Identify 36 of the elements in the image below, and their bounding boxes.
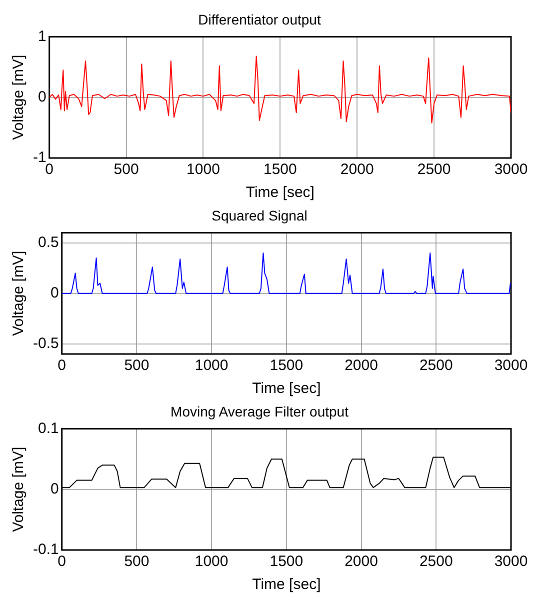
x-axis-title: Time [sec] [252,576,321,594]
x-tick-label: 3000 [494,553,528,570]
x-tick-label: 3000 [494,357,528,374]
x-tick-label: 2000 [344,357,378,374]
x-tick-label: 1000 [186,161,220,178]
y-tick-label: 0 [38,88,46,106]
x-tick-label: 1500 [270,357,304,374]
x-tick-label: 1500 [270,553,304,570]
x-tick-label: 3000 [494,161,528,178]
y-tick-label: -1 [32,149,46,166]
y-tick-label: 0.1 [38,420,59,437]
x-tick-label: 2500 [417,161,451,178]
x-tick-label: 1500 [263,161,297,178]
y-axis-title: Voltage [mV] [10,250,28,336]
x-tick-label: 2000 [344,553,378,570]
x-tick-label: 500 [124,357,150,374]
x-axis-title: Time [sec] [252,380,321,398]
chart-title: Moving Average Filter output [170,403,349,420]
x-tick-label: 500 [124,553,150,570]
y-tick-label: -0.1 [32,541,59,558]
y-tick-label: 0 [50,480,59,498]
y-tick-label: -0.5 [32,335,59,352]
x-tick-label: 2500 [419,357,453,374]
y-axis-title: Voltage [mV] [10,54,28,140]
chart-title: Differentiator output [198,11,321,28]
x-tick-label: 500 [114,161,139,178]
x-axis-title: Time [sec] [246,184,314,202]
y-axis-title: Voltage [mV] [10,446,28,532]
x-tick-label: 2500 [419,553,453,570]
x-tick-label: 2000 [340,161,374,178]
y-tick-label: 0 [50,284,59,302]
x-tick-label: 1000 [194,357,228,374]
y-tick-label: 0.5 [38,234,59,252]
x-tick-label: 1000 [194,553,228,570]
y-tick-label: 1 [38,28,46,45]
chart-title: Squared Signal [212,207,308,224]
